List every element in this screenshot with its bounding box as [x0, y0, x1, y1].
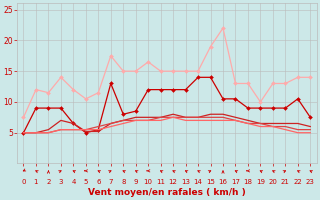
X-axis label: Vent moyen/en rafales ( km/h ): Vent moyen/en rafales ( km/h ): [88, 188, 246, 197]
